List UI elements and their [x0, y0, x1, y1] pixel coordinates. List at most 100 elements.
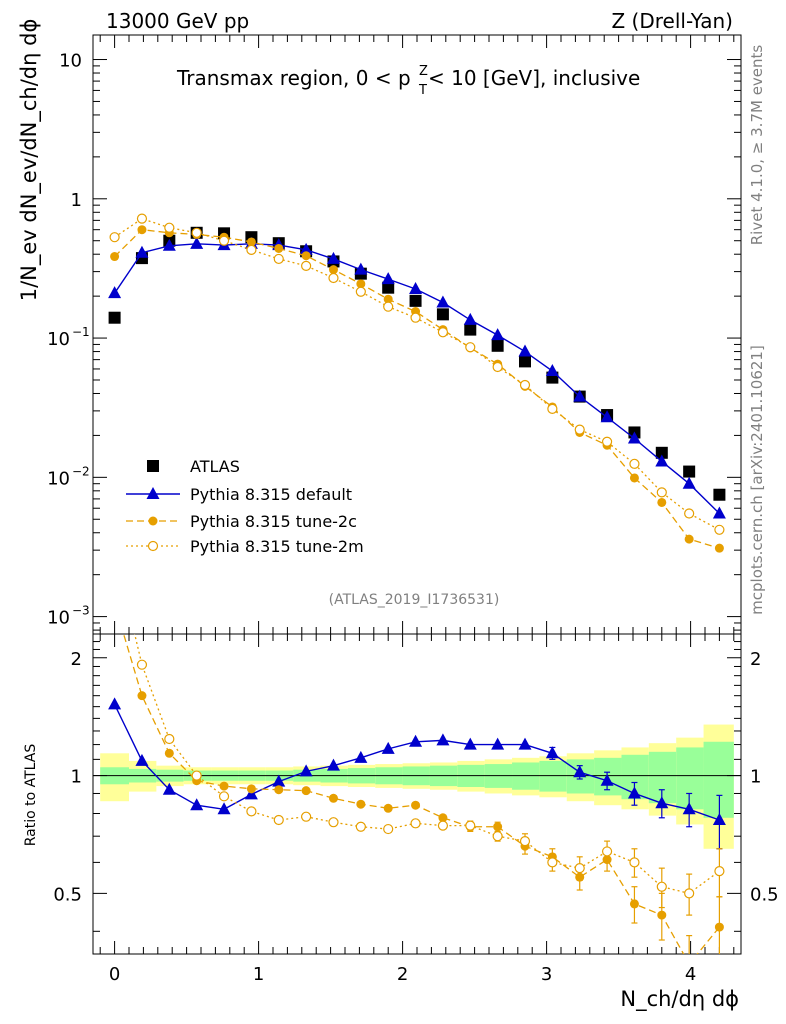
atlas-data-point [519, 355, 531, 368]
ratio-point-tune-2m [519, 836, 531, 847]
legend-marker [146, 487, 160, 499]
ratio-point-default [135, 753, 149, 766]
x-tick-label: 3 [541, 964, 552, 985]
ratio-point-default [244, 787, 258, 800]
series-point-tune-2m [109, 232, 120, 243]
x-tick-label: 2 [397, 964, 408, 985]
axis-ticks [93, 35, 741, 954]
series-point-default [190, 236, 204, 249]
y-tick-label: 10 [59, 51, 82, 72]
series-point-tune-2c [629, 473, 639, 483]
series-point-tune-2c [137, 225, 147, 235]
ratio-point-default [518, 737, 532, 750]
legend-marker-atlas [147, 460, 159, 472]
title-sub: T [418, 83, 427, 98]
ratio-tick-label: 2 [71, 649, 82, 670]
stat-uncertainty-band [703, 741, 734, 818]
ratio-point-tune-2m [656, 881, 667, 892]
ratio-point-default [600, 773, 614, 786]
series-point-tune-2m [218, 235, 230, 246]
series-point-tune-2c [110, 252, 120, 262]
mcplots-text: mcplots.cern.ch [arXiv:2401.10621] [748, 345, 766, 615]
ratio-point-tune-2c [328, 793, 338, 803]
x-axis-label: N_ch/dη dϕ [620, 987, 739, 1012]
ratio-point-tune-2m [273, 814, 284, 826]
ratio-point-tune-2m [492, 831, 503, 842]
series-point-tune-2c [356, 279, 366, 289]
ratio-point-tune-2c [274, 785, 284, 795]
ratio-point-tune-2c [246, 784, 256, 794]
ratio-point-tune-2m [574, 863, 585, 874]
ratio-point-default [409, 734, 423, 747]
ratio-tick-label: 1 [71, 767, 82, 788]
series-point-default [381, 272, 395, 285]
ratio-point-tune-2m [355, 821, 366, 832]
series-point-tune-2c [301, 251, 311, 261]
series-point-default [545, 364, 559, 377]
ratio-tick-label-right: 2 [750, 649, 761, 670]
legend-label: Pythia 8.315 tune-2c [190, 512, 357, 531]
series-point-default [463, 312, 477, 325]
ratio-point-tune-2c [383, 803, 393, 813]
series-point-default [600, 410, 614, 423]
series-point-tune-2m [328, 272, 339, 284]
ratio-point-tune-2c [493, 822, 503, 832]
series-point-tune-2c [383, 294, 393, 304]
series-point-default [518, 344, 532, 357]
series-point-tune-2m [574, 424, 585, 435]
series-point-default [682, 476, 696, 489]
ratio-point-tune-2m [410, 818, 421, 829]
ratio-point-tune-2m [301, 811, 312, 822]
ratio-point-default [463, 737, 477, 750]
legend-marker [147, 540, 159, 552]
series-point-tune-2m [246, 244, 257, 255]
legend-label: Pythia 8.315 tune-2m [190, 537, 364, 556]
atlas-data-point [108, 311, 121, 324]
y-tick-exponent: −3 [72, 604, 90, 618]
y-tick-label: 10 [47, 608, 70, 629]
ratio-point-default [354, 750, 368, 763]
y-tick-exponent: −1 [72, 325, 90, 339]
ratio-point-tune-2m [465, 820, 476, 831]
ratio-tick-label-right: 1 [750, 767, 761, 788]
ratio-point-default [299, 764, 313, 777]
y-tick-label: 10 [47, 468, 70, 489]
ratio-point-tune-2m [110, 545, 119, 554]
series-point-tune-2c [714, 543, 724, 553]
ratio-point-tune-2c [137, 691, 147, 701]
y-tick-exponent: −2 [72, 464, 90, 478]
legend-label: Pythia 8.315 default [190, 485, 352, 504]
ratio-point-tune-2c [657, 910, 667, 920]
top-series [108, 213, 726, 553]
series-point-tune-2m [492, 361, 503, 373]
ratio-point-tune-2c [110, 599, 119, 608]
ratio-point-tune-2m [136, 659, 148, 670]
ratio-point-tune-2m [547, 857, 558, 868]
rivet-version-text: Rivet 4.1.0, ≥ 3.7M events [748, 45, 766, 246]
x-tick-label: 0 [109, 964, 120, 985]
series-point-default [354, 262, 368, 275]
ratio-point-tune-2c [356, 799, 366, 809]
series-point-tune-2c [657, 497, 667, 507]
series-point-tune-2m [355, 286, 366, 297]
header-right: Z (Drell-Yan) [611, 9, 733, 33]
ratio-point-tune-2m [164, 733, 175, 745]
series-point-tune-2c [684, 534, 694, 544]
stat-uncertainty-band [539, 760, 567, 792]
analysis-watermark: (ATLAS_2019_I1736531) [329, 592, 500, 608]
ratio-point-tune-2m [629, 857, 640, 868]
series-point-default [326, 251, 340, 264]
title-tail: < 10 [GeV], inclusive [428, 66, 640, 90]
stat-uncertainty-band [676, 747, 704, 810]
ratio-point-default [326, 758, 340, 771]
ratio-point-tune-2m [328, 817, 339, 828]
ratio-point-default [217, 802, 231, 815]
series-point-tune-2m [191, 227, 202, 238]
ratio-tick-label-right: 0.5 [750, 884, 779, 905]
atlas-data-point [409, 294, 422, 307]
x-tick-label: 1 [253, 964, 264, 985]
series-line-tune-2c [114, 229, 720, 549]
series-point-default [655, 454, 669, 467]
